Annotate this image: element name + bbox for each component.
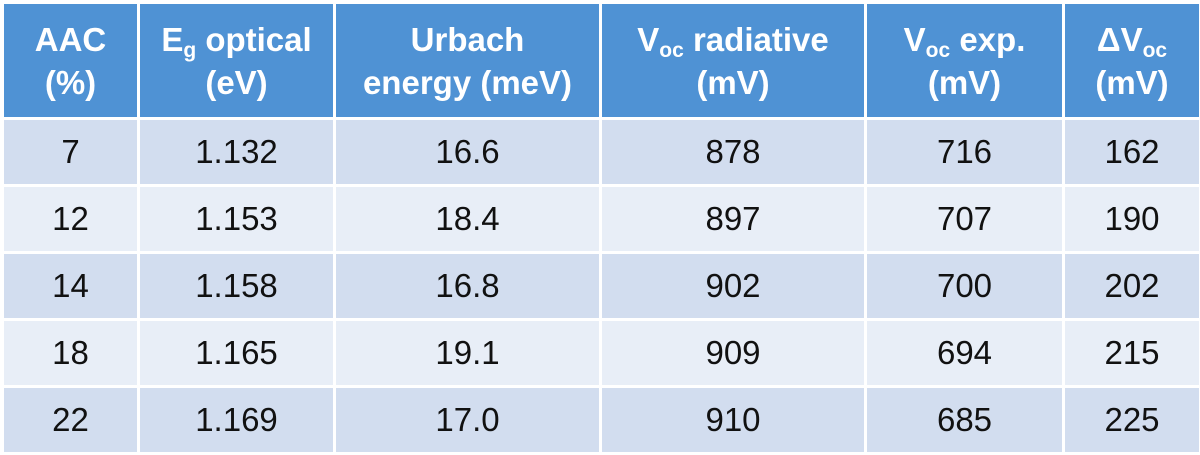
cell-eg-optical: 1.153 — [139, 186, 335, 253]
cell-aac: 14 — [3, 253, 139, 320]
header-voc-exp-line2: (mV) — [867, 61, 1062, 104]
header-aac-line2: (%) — [4, 61, 137, 104]
cell-delta-voc: 225 — [1064, 387, 1200, 454]
header-delta-voc: ΔVoc (mV) — [1064, 3, 1200, 119]
header-voc-exp-symbol: V — [904, 21, 926, 58]
cell-urbach-energy: 18.4 — [335, 186, 601, 253]
cell-aac: 22 — [3, 387, 139, 454]
header-eg-symbol: E — [161, 21, 183, 58]
header-urbach-energy: Urbach energy (meV) — [335, 3, 601, 119]
cell-voc-exp: 694 — [866, 320, 1064, 387]
cell-voc-radiative: 878 — [601, 119, 866, 186]
cell-voc-radiative: 897 — [601, 186, 866, 253]
header-voc-rad-rest: radiative — [684, 21, 829, 58]
cell-eg-optical: 1.132 — [139, 119, 335, 186]
cell-voc-radiative: 902 — [601, 253, 866, 320]
cell-urbach-energy: 16.8 — [335, 253, 601, 320]
cell-voc-exp: 716 — [866, 119, 1064, 186]
table-row: 18 1.165 19.1 909 694 215 — [3, 320, 1200, 387]
cell-urbach-energy: 17.0 — [335, 387, 601, 454]
cell-delta-voc: 215 — [1064, 320, 1200, 387]
header-row: AAC (%) Eg optical (eV) Urbach energy (m… — [3, 3, 1200, 119]
header-voc-rad-symbol: V — [637, 21, 659, 58]
header-eg-optical: Eg optical (eV) — [139, 3, 335, 119]
header-delta-voc-line2: (mV) — [1065, 61, 1199, 104]
cell-aac: 7 — [3, 119, 139, 186]
table-header: AAC (%) Eg optical (eV) Urbach energy (m… — [3, 3, 1200, 119]
cell-aac: 12 — [3, 186, 139, 253]
header-voc-radiative: Voc radiative (mV) — [601, 3, 866, 119]
cell-aac: 18 — [3, 320, 139, 387]
cell-urbach-energy: 16.6 — [335, 119, 601, 186]
header-voc-rad-line2: (mV) — [602, 61, 864, 104]
header-voc-rad-line1: Voc radiative — [602, 18, 864, 61]
header-voc-exp-subscript: oc — [926, 39, 951, 62]
header-urbach-line1: Urbach — [336, 18, 599, 61]
table-row: 12 1.153 18.4 897 707 190 — [3, 186, 1200, 253]
table-row: 22 1.169 17.0 910 685 225 — [3, 387, 1200, 454]
header-delta-voc-subscript: oc — [1143, 39, 1168, 62]
cell-voc-radiative: 910 — [601, 387, 866, 454]
header-eg-line1: Eg optical — [140, 18, 333, 61]
header-voc-exp-line1: Voc exp. — [867, 18, 1062, 61]
header-urbach-line2: energy (meV) — [336, 61, 599, 104]
header-eg-line2: (eV) — [140, 61, 333, 104]
cell-voc-exp: 700 — [866, 253, 1064, 320]
header-voc-rad-subscript: oc — [659, 39, 684, 62]
header-eg-rest: optical — [196, 21, 312, 58]
header-eg-subscript: g — [183, 39, 196, 62]
cell-eg-optical: 1.169 — [139, 387, 335, 454]
cell-voc-radiative: 909 — [601, 320, 866, 387]
table-row: 7 1.132 16.6 878 716 162 — [3, 119, 1200, 186]
cell-eg-optical: 1.158 — [139, 253, 335, 320]
cell-voc-exp: 707 — [866, 186, 1064, 253]
cell-eg-optical: 1.165 — [139, 320, 335, 387]
table-row: 14 1.158 16.8 902 700 202 — [3, 253, 1200, 320]
header-voc-exp: Voc exp. (mV) — [866, 3, 1064, 119]
header-delta-voc-symbol: ΔV — [1097, 21, 1143, 58]
cell-delta-voc: 190 — [1064, 186, 1200, 253]
table-body: 7 1.132 16.6 878 716 162 12 1.153 18.4 8… — [3, 119, 1200, 454]
cell-urbach-energy: 19.1 — [335, 320, 601, 387]
cell-delta-voc: 162 — [1064, 119, 1200, 186]
cell-delta-voc: 202 — [1064, 253, 1200, 320]
header-delta-voc-line1: ΔVoc — [1065, 18, 1199, 61]
header-voc-exp-rest: exp. — [950, 21, 1025, 58]
header-aac: AAC (%) — [3, 3, 139, 119]
header-aac-line1: AAC — [4, 18, 137, 61]
cell-voc-exp: 685 — [866, 387, 1064, 454]
